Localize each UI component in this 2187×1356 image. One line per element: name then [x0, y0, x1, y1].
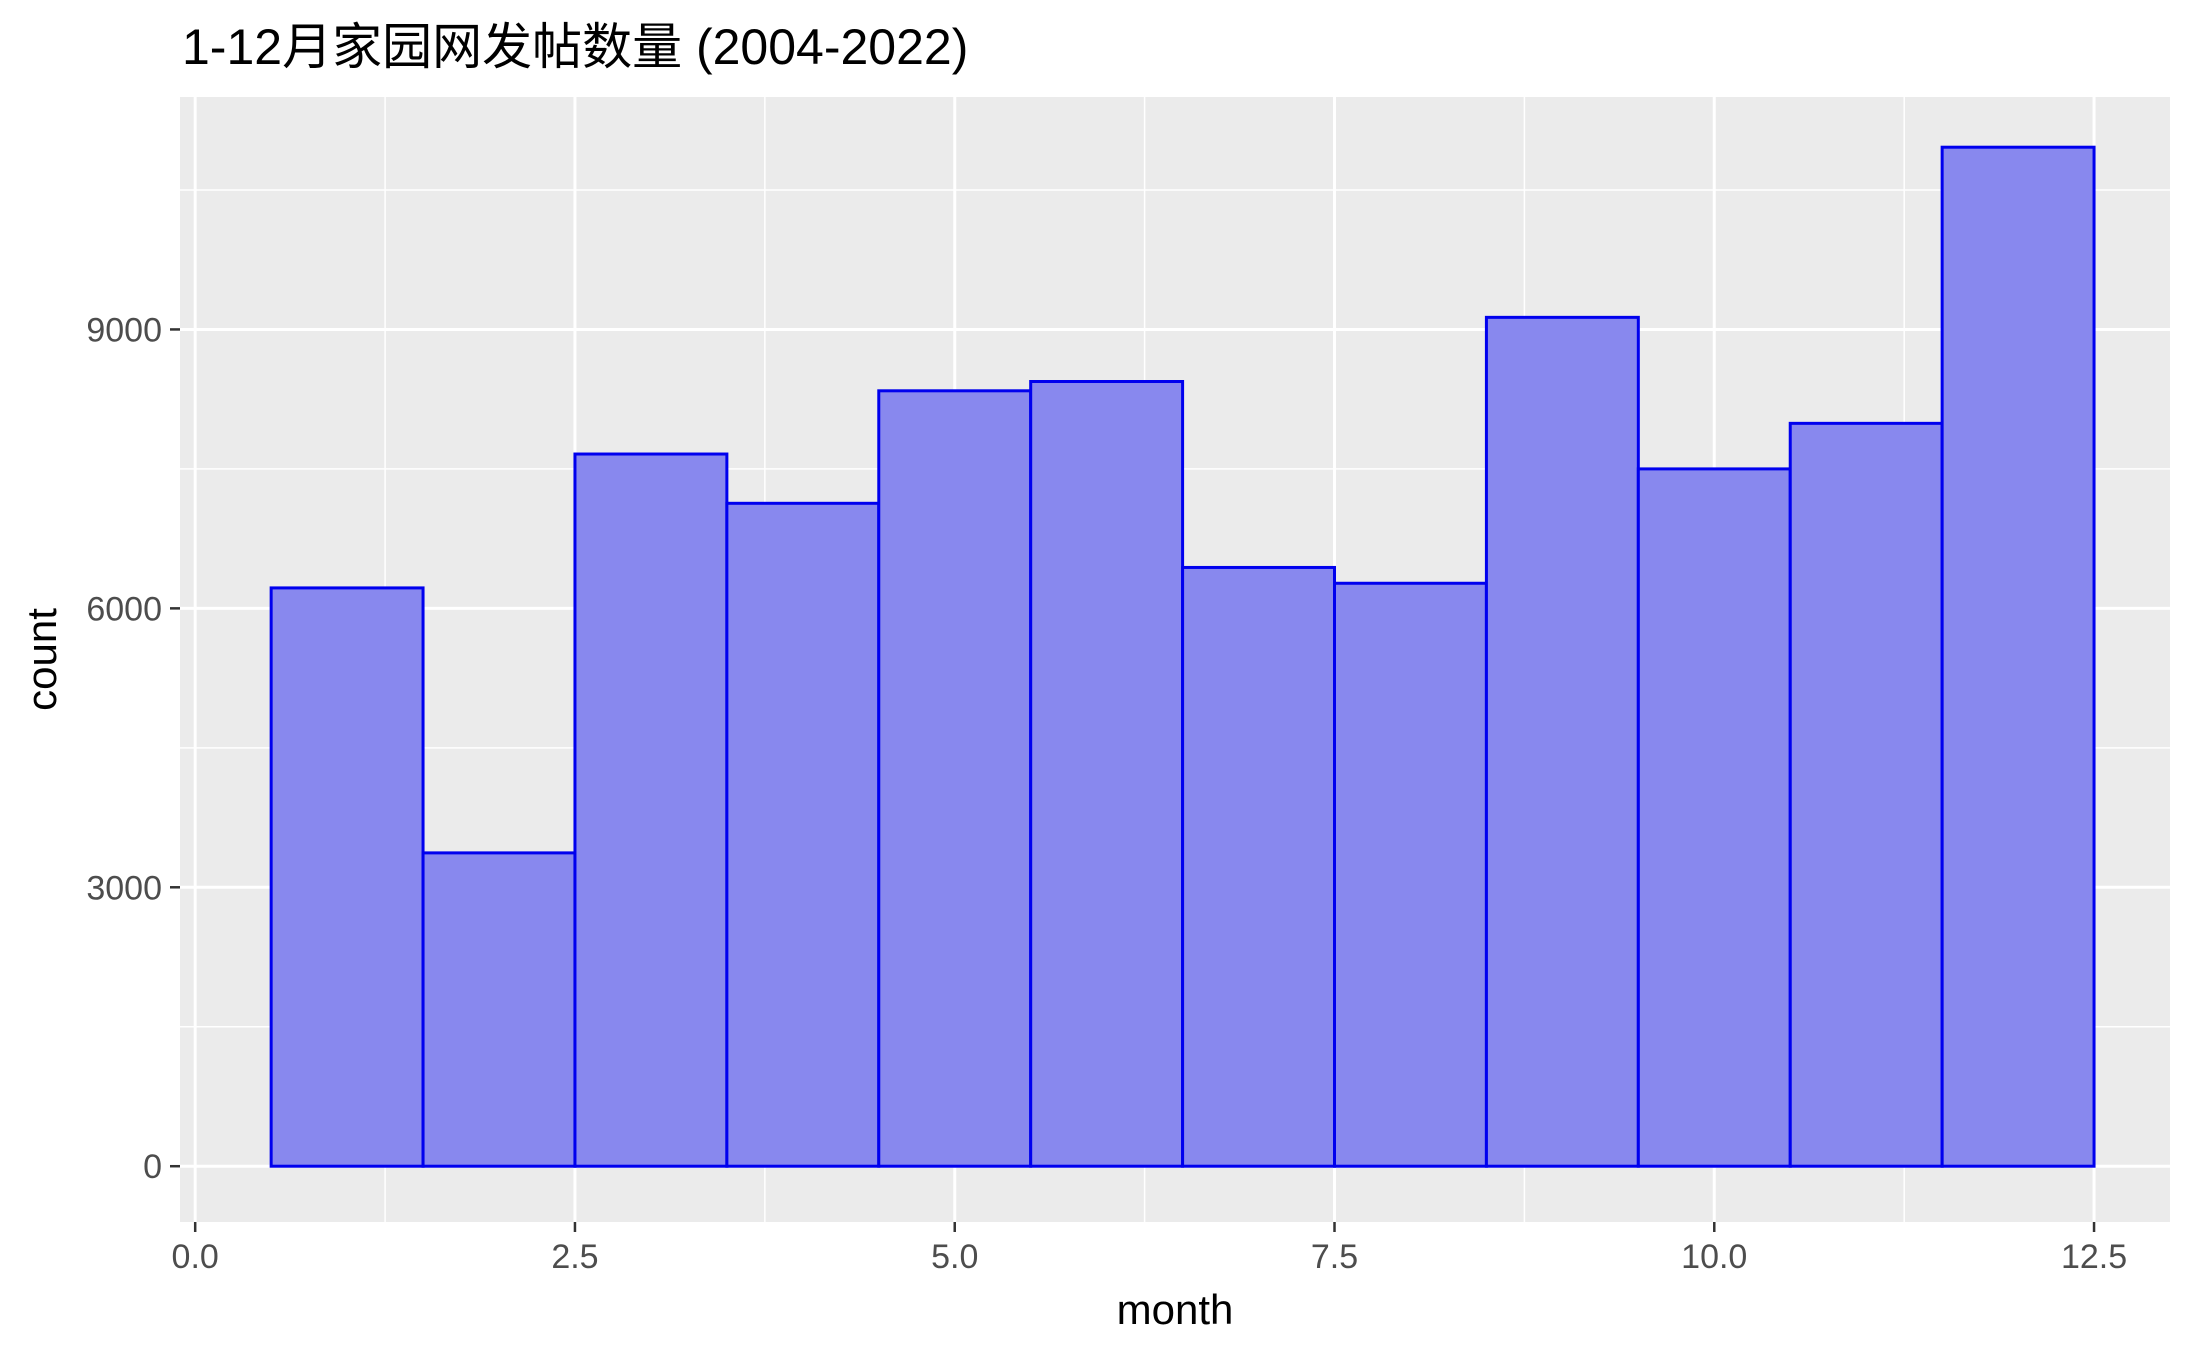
y-tick-label: 9000	[86, 311, 162, 349]
bar-month-7	[1183, 567, 1335, 1166]
bar-month-5	[879, 391, 1031, 1166]
bar-month-1	[271, 588, 423, 1166]
y-axis-title: count	[18, 608, 65, 711]
x-tick-label: 12.5	[2061, 1238, 2127, 1276]
bar-month-4	[727, 503, 879, 1166]
bar-month-10	[1638, 469, 1790, 1166]
x-tick-label: 10.0	[1681, 1238, 1747, 1276]
x-tick-label: 7.5	[1311, 1238, 1358, 1276]
x-tick-label: 2.5	[551, 1238, 598, 1276]
chart-title: 1-12月家园网发帖数量 (2004-2022)	[182, 19, 968, 75]
x-axis-title: month	[1117, 1286, 1234, 1333]
y-tick-label: 6000	[86, 590, 162, 628]
x-tick-label: 5.0	[931, 1238, 978, 1276]
bar-month-3	[575, 454, 727, 1166]
y-tick-label: 0	[143, 1148, 162, 1186]
bar-month-11	[1790, 423, 1942, 1166]
bar-month-9	[1486, 317, 1638, 1166]
bar-month-2	[423, 853, 575, 1166]
bar-month-12	[1942, 147, 2094, 1166]
bar-month-8	[1335, 583, 1487, 1166]
bar-month-6	[1031, 382, 1183, 1167]
x-tick-label: 0.0	[172, 1238, 219, 1276]
y-tick-label: 3000	[86, 869, 162, 907]
